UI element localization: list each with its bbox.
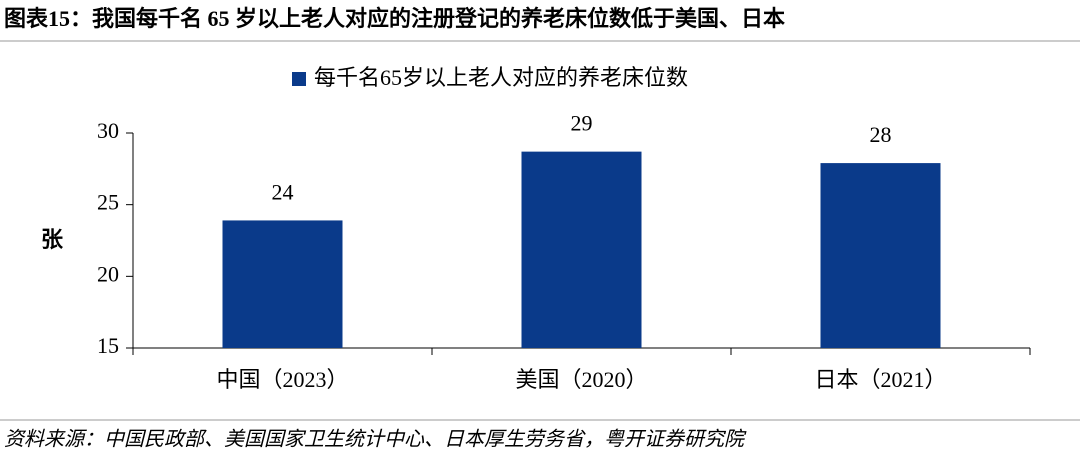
y-tick-label: 25 xyxy=(97,190,119,215)
legend-label: 每千名65岁以上老人对应的养老床位数 xyxy=(314,65,688,90)
legend-swatch xyxy=(292,72,306,86)
y-tick-label: 15 xyxy=(97,333,119,358)
chart-title: 图表15：我国每千名 65 岁以上老人对应的注册登记的养老床位数低于美国、日本 xyxy=(4,6,785,31)
x-tick-label: 日本（2021） xyxy=(814,367,946,392)
data-label: 28 xyxy=(870,122,892,147)
source-note: 资料来源：中国民政部、美国国家卫生统计中心、日本厚生劳务省，粤开证券研究院 xyxy=(4,429,747,451)
y-tick-label: 20 xyxy=(97,261,119,286)
y-tick-label: 30 xyxy=(97,118,119,143)
bar xyxy=(820,163,941,348)
data-label: 29 xyxy=(571,111,593,136)
y-axis-label: 张 xyxy=(41,227,64,252)
x-tick-label: 中国（2023） xyxy=(216,367,348,392)
x-tick-label: 美国（2020） xyxy=(515,367,647,392)
bar xyxy=(222,220,343,348)
data-label: 24 xyxy=(272,179,294,204)
bar xyxy=(521,151,642,348)
